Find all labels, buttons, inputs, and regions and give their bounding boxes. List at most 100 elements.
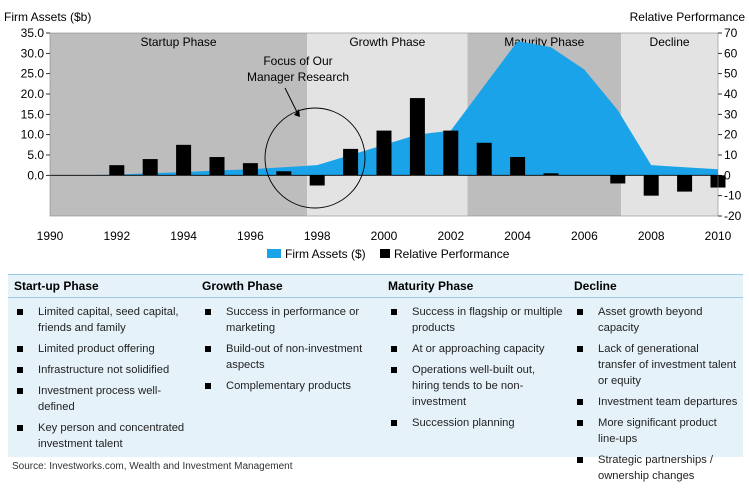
relative-performance-bar bbox=[109, 165, 125, 176]
bullet-icon bbox=[17, 346, 23, 352]
annotation-line: Manager Research bbox=[247, 70, 349, 84]
bullet-icon bbox=[17, 309, 23, 315]
bullet-icon bbox=[205, 309, 211, 315]
x-tick-label: 1994 bbox=[170, 229, 197, 243]
list-item-text: Limited product offering bbox=[38, 343, 155, 355]
list-item: Succession planning bbox=[388, 415, 564, 431]
bullet-icon bbox=[391, 346, 397, 352]
x-tick-label: 2000 bbox=[371, 229, 398, 243]
list-item: Key person and concentrated investment t… bbox=[14, 420, 192, 452]
source-note: Source: Investworks.com, Wealth and Inve… bbox=[12, 461, 293, 472]
bullet-icon bbox=[577, 399, 583, 405]
bullet-icon bbox=[577, 346, 583, 352]
firm-assets-area bbox=[50, 41, 718, 176]
phase-label: Growth Phase bbox=[349, 35, 425, 49]
left-tick-label: 35.0 bbox=[21, 26, 45, 40]
right-tick-label: 40 bbox=[724, 87, 738, 101]
list-item-text: Asset growth beyond capacity bbox=[598, 306, 703, 334]
legend-swatch-relative-performance bbox=[380, 249, 390, 258]
right-tick-label: 60 bbox=[724, 46, 738, 60]
relative-performance-bar bbox=[142, 159, 158, 176]
phase-label: Decline bbox=[650, 35, 690, 49]
list-item: Build-out of non-investment aspects bbox=[202, 341, 378, 373]
x-tick-label: 2002 bbox=[437, 229, 464, 243]
phase-bullet-list: Asset growth beyond capacity Lack of gen… bbox=[568, 304, 743, 484]
relative-performance-bar bbox=[309, 175, 325, 186]
list-item-text: Succession planning bbox=[412, 417, 515, 429]
relative-performance-bar bbox=[610, 175, 626, 184]
relative-performance-bar bbox=[409, 98, 425, 176]
left-axis-title: Firm Assets ($b) bbox=[4, 10, 91, 24]
relative-performance-bar bbox=[176, 144, 192, 176]
relative-performance-bar bbox=[476, 142, 492, 176]
list-item: More significant product line-ups bbox=[574, 415, 739, 447]
bullet-icon bbox=[17, 388, 23, 394]
bullet-icon bbox=[577, 309, 583, 315]
x-tick-label: 2008 bbox=[638, 229, 665, 243]
list-item-text: More significant product line-ups bbox=[598, 417, 717, 445]
phase-column-heading: Decline bbox=[568, 275, 743, 298]
x-tick-label: 1998 bbox=[304, 229, 331, 243]
right-tick-label: 20 bbox=[724, 128, 738, 142]
left-tick-label: 0.0 bbox=[27, 168, 44, 182]
list-item-text: Success in performance or marketing bbox=[226, 306, 360, 334]
lifecycle-chart: Startup Phase Growth Phase Maturity Phase D… bbox=[4, 10, 746, 261]
x-tick-label: 1990 bbox=[37, 229, 64, 243]
left-tick-label: 20.0 bbox=[21, 87, 45, 101]
legend-label: Firm Assets ($) bbox=[285, 247, 366, 261]
right-tick-label: -20 bbox=[724, 209, 742, 223]
annotation-arrow-line bbox=[284, 87, 298, 113]
phase-label: Startup Phase bbox=[141, 35, 217, 49]
bullet-icon bbox=[205, 383, 211, 389]
plot-frame bbox=[49, 32, 719, 217]
right-tick-label: 30 bbox=[724, 107, 738, 121]
phase-column-decline: Decline Asset growth beyond capacity Lac… bbox=[568, 275, 743, 482]
right-tick-label: 50 bbox=[724, 67, 738, 81]
right-tick-label: 70 bbox=[724, 26, 738, 40]
list-item-text: Limited capital, seed capital, friends a… bbox=[38, 306, 179, 334]
phase-band bbox=[621, 33, 718, 216]
list-item: Success in flagship or multiple products bbox=[388, 304, 564, 336]
list-item-text: Lack of generational transfer of investm… bbox=[598, 343, 737, 387]
phase-column-maturity: Maturity Phase Success in flagship or mu… bbox=[382, 275, 568, 457]
phase-column-heading: Growth Phase bbox=[196, 275, 382, 298]
left-tick-label: 5.0 bbox=[27, 148, 44, 162]
relative-performance-bar bbox=[276, 171, 292, 176]
list-item-text: Strategic partnerships / ownership chang… bbox=[598, 454, 714, 482]
x-tick-label: 2010 bbox=[705, 229, 732, 243]
bullet-icon bbox=[17, 367, 23, 373]
right-tick-label: 10 bbox=[724, 148, 738, 162]
relative-performance-bar bbox=[510, 157, 526, 176]
annotation-line: Focus of Our bbox=[263, 54, 332, 68]
phase-column-heading: Start-up Phase bbox=[8, 275, 196, 298]
relative-performance-bar bbox=[376, 130, 392, 176]
focus-circle bbox=[264, 107, 366, 209]
phase-bullet-list: Success in flagship or multiple products… bbox=[382, 304, 568, 431]
list-item: At or approaching capacity bbox=[388, 341, 564, 357]
bullet-icon bbox=[205, 346, 211, 352]
list-item: Operations well-built out, hiring tends … bbox=[388, 362, 564, 410]
relative-performance-bar bbox=[677, 175, 693, 192]
bullet-icon bbox=[17, 425, 23, 431]
legend-swatch-firm-assets bbox=[267, 249, 281, 258]
relative-performance-bar bbox=[443, 130, 459, 176]
x-tick-label: 1996 bbox=[237, 229, 264, 243]
list-item-text: Operations well-built out, hiring tends … bbox=[412, 364, 536, 408]
left-tick-label: 30.0 bbox=[21, 46, 45, 60]
right-axis-title: Relative Performance bbox=[630, 10, 746, 24]
bullet-icon bbox=[577, 457, 583, 463]
phase-column-heading: Maturity Phase bbox=[382, 275, 568, 298]
list-item: Infrastructure not solidified bbox=[14, 362, 192, 378]
list-item-text: Investment process well-defined bbox=[38, 385, 162, 413]
phase-bullet-list: Success in performance or marketing Buil… bbox=[196, 304, 382, 394]
x-tick-label: 2004 bbox=[504, 229, 531, 243]
list-item: Lack of generational transfer of investm… bbox=[574, 341, 739, 389]
phase-characteristics-table: Start-up Phase Limited capital, seed cap… bbox=[8, 274, 743, 482]
phase-bullet-list: Limited capital, seed capital, friends a… bbox=[8, 304, 196, 452]
list-item-text: Infrastructure not solidified bbox=[38, 364, 170, 376]
bullet-icon bbox=[391, 309, 397, 315]
list-item-text: Build-out of non-investment aspects bbox=[226, 343, 363, 371]
relative-performance-bar bbox=[643, 175, 659, 196]
right-tick-label: -10 bbox=[724, 189, 742, 203]
list-item: Asset growth beyond capacity bbox=[574, 304, 739, 336]
